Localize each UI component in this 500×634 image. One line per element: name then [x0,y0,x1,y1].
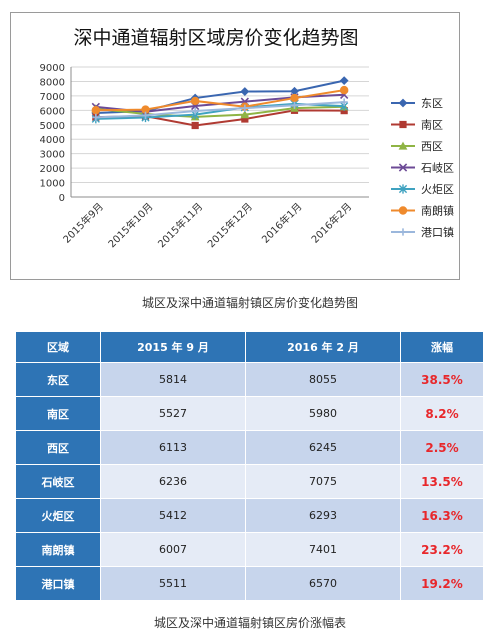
rise-cell: 8.2% [400,396,484,431]
region-cell: 东区 [15,362,101,397]
y-tick-label: 2000 [40,164,65,175]
table-body: 东区 5814 8055 38.5% 南区 5527 5980 8.2% 西区 6113 6245 2… [15,362,484,601]
sep2015-cell: 6007 [100,532,246,567]
legend-marker [398,141,408,150]
table-caption: 城区及深中通道辐射镇区房价涨幅表 [153,616,346,630]
table-row: 南区 5527 5980 8.2% [15,396,484,431]
data-point [190,96,200,106]
table-row: 港口镇 5511 6570 19.2% [15,566,484,601]
y-tick-label: 5000 [40,121,65,132]
y-tick-label: 8000 [40,77,65,88]
feb2016-cell: 7401 [245,532,401,567]
x-tick-label: 2015年11月 [155,200,205,250]
data-point [240,87,250,96]
feb2016-cell: 8055 [245,362,401,397]
legend-label: 东区 [421,97,443,110]
rise-cell: 38.5% [400,362,484,397]
rise-cell: 2.5% [400,430,484,465]
data-point [290,93,299,103]
legend-label: 港口镇 [421,225,454,239]
feb2016-cell: 6245 [245,430,401,465]
sep2015-cell: 5412 [100,498,246,533]
region-cell: 西区 [15,430,101,465]
data-point [339,85,349,95]
y-tick-label: 7000 [40,92,65,103]
y-tick-label: 1000 [40,179,65,190]
data-point [141,105,150,114]
legend-marker [398,206,408,215]
chart-title: 深中通道辐射区域房价变化趋势图 [73,27,358,49]
table-header-row: 区域 2015 年 9 月 2016 年 2 月 涨幅 [15,331,484,363]
legend-marker [398,163,408,172]
sep2015-cell: 6113 [100,430,246,465]
legend-label: 南区 [421,119,443,132]
feb2016-cell: 5980 [245,396,401,431]
sep2015-cell: 5814 [100,362,246,397]
y-tick-label: 6000 [40,106,65,117]
rise-cell: 16.3% [400,498,484,533]
feb2016-cell: 6293 [245,498,401,533]
header-region: 区域 [15,331,101,363]
data-point [191,121,199,130]
rise-cell: 13.5% [400,464,484,499]
line-chart: 深中通道辐射区域房价变化趋势图 0 1000 2000 3000 4000 5000 6000… [10,12,460,280]
data-point [241,104,249,112]
region-cell: 港口镇 [15,566,101,601]
table-row: 火炬区 5412 6293 16.3% [15,498,484,533]
header-sep2015: 2015 年 9 月 [100,331,246,363]
rise-cell: 23.2% [400,532,484,567]
series-line [95,89,345,112]
x-tick-label: 2016年1月 [259,200,305,246]
rise-cell: 19.2% [400,566,484,601]
sep2015-cell: 5511 [100,566,246,601]
data-point [290,86,299,96]
data-point [92,113,100,121]
legend-label: 石岐区 [421,162,454,175]
legend-marker [398,98,408,108]
data-point [240,110,250,119]
chart-canvas: 深中通道辐射区域房价变化趋势图 0 1000 2000 3000 4000 5000 6000… [40,27,454,250]
data-point [339,76,349,86]
region-cell: 南区 [15,396,101,431]
series-line [95,101,345,119]
y-tick-label: 9000 [40,63,65,74]
sep2015-cell: 6236 [100,464,246,499]
data-point [191,107,199,115]
x-tick-label: 2015年12月 [205,200,255,250]
x-tick-label: 2016年2月 [308,200,354,246]
price-table: 区域 2015 年 9 月 2016 年 2 月 涨幅 东区 5814 8055 38… [15,331,484,601]
legend-label: 火炬区 [421,183,454,196]
table-row: 西区 6113 6245 2.5% [15,430,484,465]
sep2015-cell: 5527 [100,396,246,431]
legend-marker [399,120,407,129]
legend-label: 南朗镇 [421,204,454,218]
data-point [340,98,348,106]
table-row: 南朗镇 6007 7401 23.2% [15,532,484,567]
x-tick-label: 2015年9月 [60,200,106,246]
region-cell: 南朗镇 [15,532,101,567]
table-row: 石岐区 6236 7075 13.5% [15,464,484,499]
data-point [241,115,249,123]
table-row: 东区 5814 8055 38.5% [15,362,484,397]
chart-caption: 城区及深中通道辐射镇区房价变化趋势图 [141,296,358,310]
x-tick-label: 2015年10月 [105,200,155,250]
region-cell: 石岐区 [15,464,101,499]
feb2016-cell: 7075 [245,464,401,499]
y-tick-label: 4000 [40,135,65,146]
legend-marker [399,228,407,236]
y-tick-label: 3000 [40,150,65,161]
data-point [290,101,299,109]
y-tick-label: 0 [59,193,65,204]
feb2016-cell: 6570 [245,566,401,601]
header-rise: 涨幅 [400,331,484,363]
legend-label: 西区 [421,140,443,153]
legend-marker [398,184,408,194]
data-point [91,106,101,115]
data-point [141,111,150,119]
region-cell: 火炬区 [15,498,101,533]
series-line [95,105,345,118]
header-feb2016: 2016 年 2 月 [245,331,401,363]
